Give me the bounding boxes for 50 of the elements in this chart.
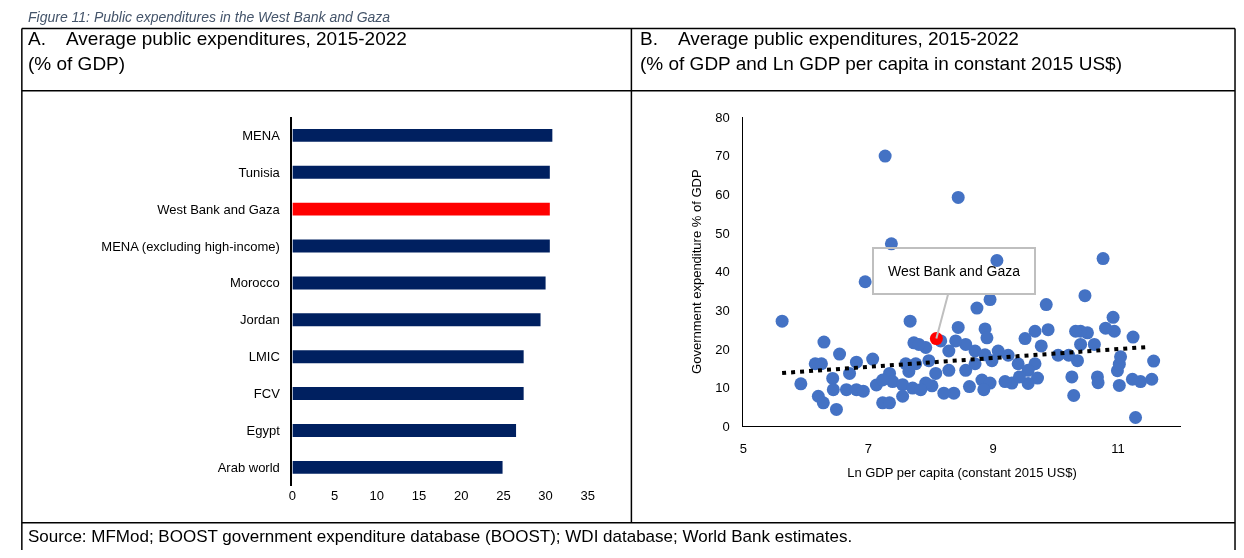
source-note: Source: MFMod; BOOST government expenditure database (BOOST); WDI database; World Bank estimates.: [28, 527, 853, 546]
y-tick-label: Jordan: [240, 312, 280, 328]
y-tick-label: 60: [715, 186, 730, 202]
x-tick-label: 5: [739, 441, 748, 457]
y-tick-label: 10: [715, 380, 730, 396]
bar: [292, 350, 524, 364]
x-tick-label: 25: [496, 487, 511, 503]
bar: [292, 460, 503, 474]
x-tick-label: 11: [1111, 441, 1125, 457]
x-axis-title: Ln GDP per capita (constant 2015 US$): [847, 464, 1077, 480]
chart-title: B. Average public expenditures, 2015-2022: [640, 28, 1019, 49]
y-tick-label: 20: [715, 341, 730, 357]
caption: Figure 11: Public expenditures in the West Bank and Gaza: [28, 9, 391, 25]
bar: [292, 313, 541, 327]
x-tick-label: 10: [369, 487, 385, 503]
bar: [292, 424, 517, 437]
y-tick-label: 40: [715, 264, 730, 280]
x-tick-label: 15: [411, 487, 427, 503]
x-tick-label: 7: [864, 441, 872, 457]
x-tick-label: 35: [580, 487, 596, 503]
x-tick-label: 20: [453, 487, 469, 503]
y-tick-label: FCV: [253, 386, 281, 402]
annotation: West Bank and Gaza: [888, 263, 1021, 279]
x-tick-label: 5: [331, 487, 339, 503]
bar: [292, 239, 550, 253]
x-tick-label: 0: [288, 487, 297, 503]
y-tick-label: West Bank and Gaza: [157, 201, 281, 217]
chart-subtitle: (% of GDP and Ln GDP per capita in constant 2015 US$): [640, 52, 1122, 74]
bar: [292, 276, 546, 290]
y-tick-label: Morocco: [229, 275, 280, 291]
bar: [292, 165, 550, 179]
y-tick-label: 70: [715, 148, 730, 164]
y-tick-label: Tunisia: [238, 164, 281, 180]
y-tick-label: 50: [715, 225, 730, 241]
bar: [292, 387, 524, 401]
bar: [292, 128, 553, 142]
x-tick-label: 9: [989, 441, 997, 457]
chart-title: A. Average public expenditures, 2015-2022: [28, 28, 407, 49]
y-axis-title: Government expenditure % of GDP: [689, 169, 705, 374]
y-tick-label: 0: [722, 418, 730, 434]
y-tick-label: LMIC: [248, 349, 280, 365]
x-tick-label: 30: [538, 487, 553, 503]
y-tick-label: Arab world: [217, 459, 280, 475]
y-tick-label: 80: [715, 109, 730, 125]
text: (% of GDP): [28, 52, 126, 74]
y-tick-label: Egypt: [246, 423, 281, 438]
y-tick-label: MENA: [242, 127, 281, 143]
bar: [292, 202, 550, 216]
y-tick-label: MENA (excluding high-income): [101, 238, 280, 254]
y-tick-label: 30: [715, 302, 730, 318]
